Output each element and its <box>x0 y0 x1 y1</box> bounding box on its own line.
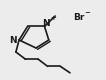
Text: Br: Br <box>73 13 84 22</box>
Text: −: − <box>84 10 90 16</box>
Text: +: + <box>50 15 56 21</box>
Text: N: N <box>9 36 17 44</box>
Text: N: N <box>42 19 49 28</box>
